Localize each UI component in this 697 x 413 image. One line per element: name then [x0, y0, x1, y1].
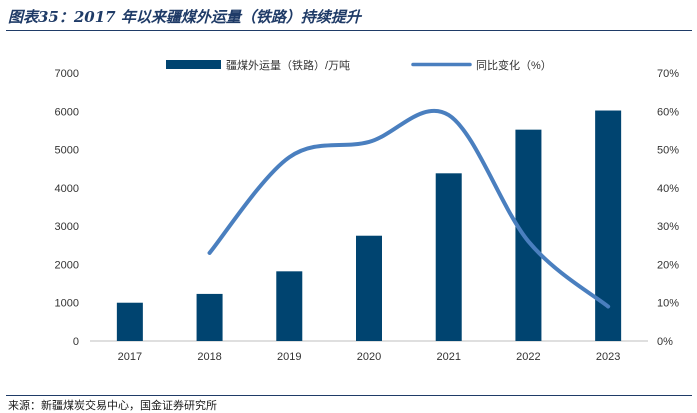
bar-series [117, 111, 621, 341]
x-tick-label: 2021 [436, 351, 460, 363]
y-left-tick-label: 4000 [55, 183, 79, 195]
x-tick-label: 2022 [516, 351, 540, 363]
line-series [209, 111, 608, 307]
y-right-tick-label: 50% [657, 145, 679, 157]
x-tick-label: 2023 [596, 351, 620, 363]
bar [197, 294, 223, 341]
y-left-tick-label: 1000 [55, 298, 79, 310]
source-note: 来源：新疆煤炭交易中心，国金证券研究所 [8, 397, 217, 413]
yoy-line [210, 111, 609, 307]
legend-bar-label: 疆煤外运量（铁路）/万吨 [226, 59, 350, 72]
x-tick-label: 2019 [277, 351, 301, 363]
y-right-tick-label: 40% [657, 183, 679, 195]
x-tick-label: 2020 [357, 351, 381, 363]
bar [356, 236, 382, 341]
y-left-tick-label: 7000 [55, 68, 79, 80]
x-tick-label: 2018 [197, 351, 221, 363]
y-left-tick-label: 6000 [55, 106, 79, 118]
y-right-tick-label: 60% [657, 106, 679, 118]
y-left-tick-label: 0 [73, 336, 79, 348]
y-right-tick-label: 0% [657, 336, 673, 348]
x-tick-label: 2017 [118, 351, 142, 363]
bar [117, 303, 143, 341]
y-right-tick-label: 10% [657, 298, 679, 310]
source-divider [6, 395, 692, 396]
y-right-tick-label: 70% [657, 68, 679, 80]
bar [276, 271, 302, 341]
legend-bar-swatch [166, 60, 221, 69]
legend-line-label: 同比变化（%） [476, 58, 552, 72]
y-right-tick-label: 20% [657, 259, 679, 271]
y-left-tick-label: 2000 [55, 259, 79, 271]
bar [515, 130, 541, 341]
y-left-tick-label: 5000 [55, 145, 79, 157]
y-right-tick-label: 30% [657, 221, 679, 233]
legend: 疆煤外运量（铁路）/万吨 同比变化（%） [166, 58, 552, 72]
y-left-tick-label: 3000 [55, 221, 79, 233]
bar [436, 173, 462, 341]
